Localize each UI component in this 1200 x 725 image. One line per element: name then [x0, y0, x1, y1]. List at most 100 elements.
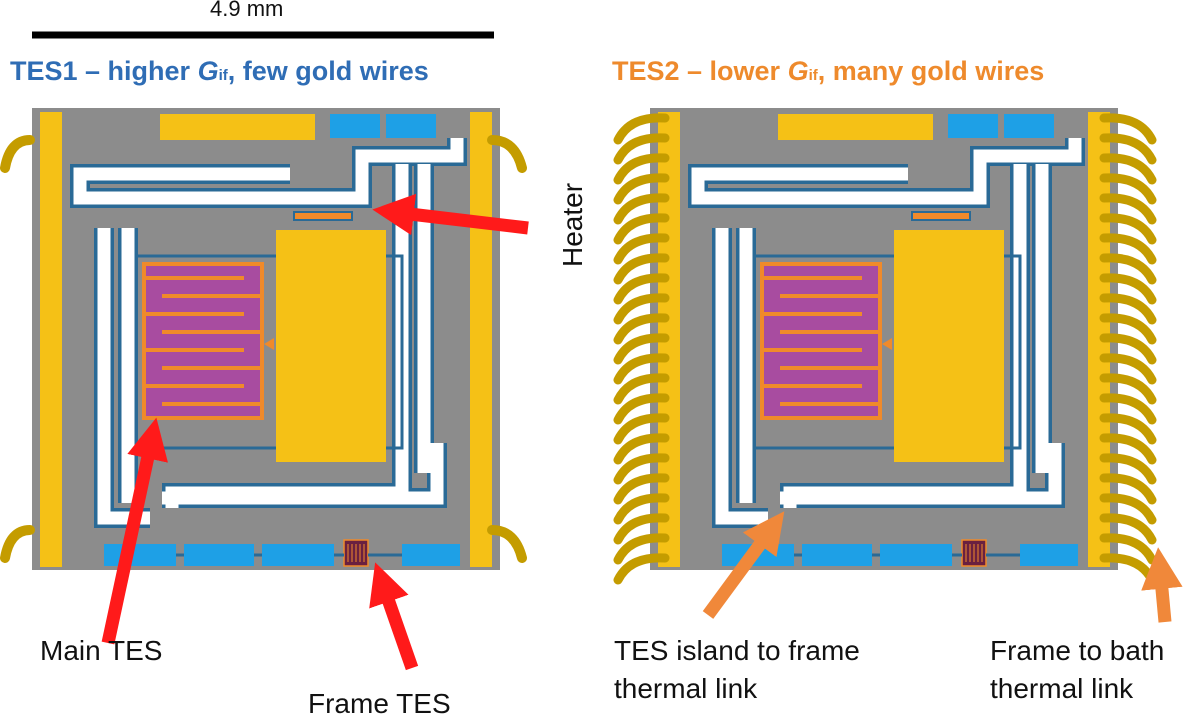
- island-link-label-line2: thermal link: [614, 673, 758, 704]
- gold-wire: [1099, 473, 1157, 505]
- island-link-label-line1: TES island to frame: [614, 635, 860, 666]
- frame-tes: [961, 539, 987, 567]
- support-legs: [688, 138, 1085, 528]
- heater: [293, 211, 353, 221]
- bottom-blue-pad: [802, 544, 872, 566]
- gold-wire: [613, 453, 670, 485]
- gold-wire: [1099, 153, 1157, 185]
- tes2-title: TES2 – lower Gif, many gold wires: [612, 56, 1044, 87]
- gold-wire: [613, 273, 670, 305]
- main-tes-body: [142, 262, 264, 420]
- gold-wire: [1099, 313, 1157, 345]
- heater-label: Heater: [557, 183, 588, 267]
- gold-bar-right: [470, 112, 492, 567]
- top-blue-pad: [1004, 114, 1054, 138]
- tes1-title-suffix: , few gold wires: [227, 56, 429, 86]
- tes1-chip: [32, 108, 500, 570]
- top-blue-pad: [948, 114, 998, 138]
- gold-wire: [613, 373, 670, 405]
- main-tes: [142, 262, 264, 420]
- frame-tes-arrow: [369, 562, 419, 671]
- island-trace: [134, 254, 404, 450]
- leg-white: [162, 443, 444, 505]
- gold-wire: [613, 313, 670, 345]
- tes1-g-subscript: if: [218, 67, 228, 84]
- island-link-arrow: [702, 511, 785, 619]
- gold-wire: [613, 133, 670, 165]
- tes2-chip: [650, 108, 1118, 570]
- gold-wire: [613, 413, 670, 445]
- main-tes: [760, 262, 882, 420]
- bath-link-arrow: [1141, 547, 1183, 623]
- leg-white: [73, 138, 464, 205]
- gold-bar-right: [1088, 112, 1110, 567]
- gold-wire: [613, 113, 670, 145]
- top-gold-pad: [778, 114, 933, 140]
- frame-tes: [343, 539, 369, 567]
- gold-wire: [613, 293, 670, 325]
- absorber: [276, 230, 386, 462]
- tes2-title-suffix: , many gold wires: [817, 56, 1045, 86]
- bottom-blue-pad: [880, 544, 952, 566]
- gold-wire: [613, 433, 670, 465]
- gold-wire: [1099, 253, 1157, 285]
- leg-white: [780, 443, 1062, 505]
- top-blue-pad: [330, 114, 380, 138]
- tes2-title-prefix: TES2 – lower: [612, 56, 788, 86]
- tes1-g-symbol: G: [197, 56, 219, 86]
- absorber-link: [882, 338, 892, 350]
- gold-wire: [1099, 193, 1157, 225]
- scale-bar-label: 4.9 mm: [210, 0, 284, 21]
- gold-wire: [1099, 453, 1157, 485]
- gold-wire: [1099, 333, 1157, 365]
- bath-link-label-line2: thermal link: [990, 673, 1134, 704]
- gold-wire: [613, 253, 670, 285]
- top-blue-pad: [386, 114, 436, 138]
- gold-wire: [1099, 513, 1157, 545]
- gold-wire: [613, 333, 670, 365]
- gold-wire: [1099, 293, 1157, 325]
- frame-tes-label: Frame TES: [308, 688, 451, 719]
- gold-wire: [1099, 413, 1157, 445]
- gold-wire: [613, 493, 670, 525]
- absorber-link: [264, 338, 274, 350]
- island-link-label: TES island to frame thermal link: [614, 632, 860, 708]
- gold-wire: [613, 353, 670, 385]
- gold-wire: [487, 525, 527, 563]
- gold-bar-left: [40, 112, 62, 567]
- island-trace: [752, 254, 1022, 450]
- tes2-gold-wires-left: [613, 113, 670, 585]
- main-tes-arrow: [101, 417, 168, 645]
- bath-link-label-line1: Frame to bath: [990, 635, 1165, 666]
- gold-wire: [1099, 393, 1157, 425]
- tes1-title: TES1 – higher Gif, few gold wires: [10, 56, 429, 87]
- tes2-g-subscript: if: [808, 67, 818, 84]
- gold-wire: [613, 213, 670, 245]
- main-tes-body: [760, 262, 882, 420]
- bottom-blue-pad: [1020, 544, 1078, 566]
- gold-wire: [1099, 273, 1157, 305]
- gold-wire: [1099, 173, 1157, 205]
- tes1-gold-wires: [0, 135, 527, 563]
- tes1-title-prefix: TES1 – higher: [10, 56, 198, 86]
- gold-wire: [613, 153, 670, 185]
- gold-wire: [613, 533, 670, 565]
- bath-link-label: Frame to bath thermal link: [990, 632, 1164, 708]
- tes2-gold-wires-right: [1099, 113, 1157, 585]
- gold-wire: [1099, 133, 1157, 165]
- gold-wire: [613, 393, 670, 425]
- gold-wire: [0, 135, 35, 173]
- absorber: [894, 230, 1004, 462]
- gold-wire: [1099, 433, 1157, 465]
- bottom-blue-pad: [184, 544, 254, 566]
- bottom-blue-pad: [104, 544, 176, 566]
- tes2-g-symbol: G: [787, 56, 809, 86]
- gold-wire: [487, 135, 527, 173]
- top-gold-pad: [160, 114, 315, 140]
- gold-wire: [1099, 493, 1157, 525]
- gold-wire: [1099, 233, 1157, 265]
- gold-wire: [613, 513, 670, 545]
- gold-wire: [1099, 353, 1157, 385]
- heater: [911, 211, 971, 221]
